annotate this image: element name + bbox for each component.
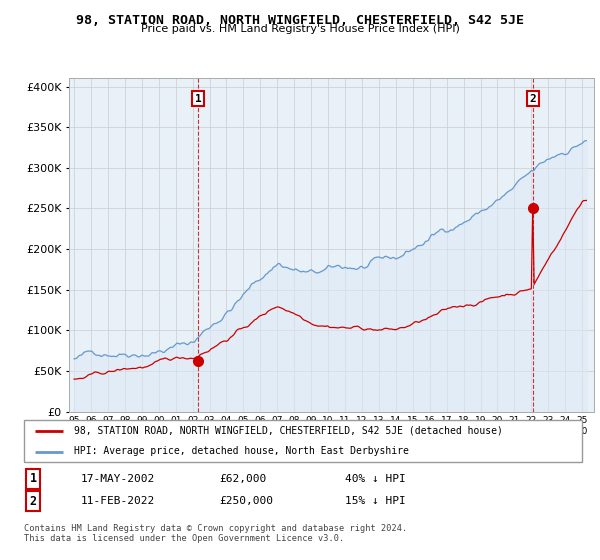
Text: 15% ↓ HPI: 15% ↓ HPI <box>345 496 406 506</box>
Text: £62,000: £62,000 <box>219 474 266 484</box>
Text: HPI: Average price, detached house, North East Derbyshire: HPI: Average price, detached house, Nort… <box>74 446 409 456</box>
Text: 98, STATION ROAD, NORTH WINGFIELD, CHESTERFIELD, S42 5JE (detached house): 98, STATION ROAD, NORTH WINGFIELD, CHEST… <box>74 426 503 436</box>
FancyBboxPatch shape <box>24 420 582 462</box>
Text: 1: 1 <box>29 472 37 486</box>
Text: 2: 2 <box>29 494 37 508</box>
Text: 11-FEB-2022: 11-FEB-2022 <box>81 496 155 506</box>
Text: 1: 1 <box>195 94 202 104</box>
Text: 17-MAY-2002: 17-MAY-2002 <box>81 474 155 484</box>
Text: 98, STATION ROAD, NORTH WINGFIELD, CHESTERFIELD, S42 5JE: 98, STATION ROAD, NORTH WINGFIELD, CHEST… <box>76 14 524 27</box>
Text: Price paid vs. HM Land Registry's House Price Index (HPI): Price paid vs. HM Land Registry's House … <box>140 24 460 34</box>
Text: 2: 2 <box>529 94 536 104</box>
Text: 40% ↓ HPI: 40% ↓ HPI <box>345 474 406 484</box>
Text: This data is licensed under the Open Government Licence v3.0.: This data is licensed under the Open Gov… <box>24 534 344 543</box>
Text: £250,000: £250,000 <box>219 496 273 506</box>
Text: Contains HM Land Registry data © Crown copyright and database right 2024.: Contains HM Land Registry data © Crown c… <box>24 524 407 533</box>
